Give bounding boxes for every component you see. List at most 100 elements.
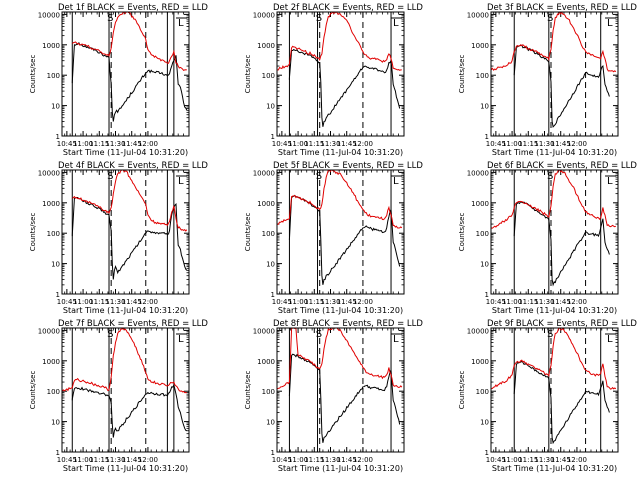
y-axis-label: Counts/sec <box>29 213 37 252</box>
x-tick-label: 11:45 <box>551 298 571 306</box>
detector-panel-7: Det 7f BLACK = Events, RED = LLD 1 10 100 10… <box>29 319 208 473</box>
x-axis-label: Start Time (11-Jul-04 10:31:20) <box>63 306 188 315</box>
x-tick-label: 12:00 <box>138 456 158 464</box>
x-tick-label: 11:45 <box>337 298 357 306</box>
events-series-line <box>71 197 188 280</box>
y-tick-label: 10000 <box>253 327 275 335</box>
x-axis-label: Start Time (11-Jul-04 10:31:20) <box>278 464 403 473</box>
y-tick-label: 1 <box>271 291 275 299</box>
y-tick-label: 10000 <box>467 11 489 19</box>
x-tick-label: 11:30 <box>320 140 340 148</box>
y-tick-label: 1000 <box>42 358 60 366</box>
x-tick-label: 12:00 <box>567 456 587 464</box>
panel-title: Det 6f BLACK = Events, RED = LLD <box>487 161 637 171</box>
lld-series-line <box>71 12 187 72</box>
x-tick-label: 11:30 <box>534 456 554 464</box>
y-tick-label: 10 <box>51 419 60 427</box>
segment-marker-s: S <box>107 13 113 24</box>
y-tick-label: 10000 <box>38 327 60 335</box>
x-tick-label: 11:45 <box>337 140 357 148</box>
segment-marker-s: S <box>107 171 113 182</box>
x-tick-label: 11:15 <box>304 298 324 306</box>
y-axis-label: Counts/sec <box>458 55 466 94</box>
segment-marker-s: S <box>547 329 553 340</box>
y-axis-label: Counts/sec <box>29 55 37 94</box>
x-tick-label: 11:00 <box>288 456 308 464</box>
y-tick-label: 1000 <box>471 358 489 366</box>
y-tick-label: 100 <box>476 388 489 396</box>
y-tick-label: 1000 <box>471 42 489 50</box>
x-tick-label: 12:00 <box>353 298 373 306</box>
x-tick-label: 12:00 <box>138 298 158 306</box>
x-tick-label: 11:45 <box>551 456 571 464</box>
events-series-line <box>513 44 610 128</box>
y-tick-label: 1000 <box>257 42 275 50</box>
events-series-line <box>288 353 401 443</box>
x-tick-label: 11:15 <box>304 140 324 148</box>
y-tick-label: 10 <box>51 103 60 111</box>
segment-marker-l: L <box>607 334 613 345</box>
x-tick-label: 11:30 <box>105 140 125 148</box>
x-tick-label: 11:15 <box>518 140 538 148</box>
lld-series-line <box>491 170 617 229</box>
y-axis-label: Counts/sec <box>29 371 37 410</box>
detector-panel-6: Det 6f BLACK = Events, RED = LLD 1 10 100 10… <box>458 161 637 315</box>
y-tick-label: 10000 <box>38 169 60 177</box>
segment-marker-l: L <box>607 176 613 187</box>
x-tick-label: 11:30 <box>534 140 554 148</box>
panel-title: Det 3f BLACK = Events, RED = LLD <box>487 3 637 13</box>
lld-series-line <box>277 12 402 71</box>
events-series-line <box>71 383 187 438</box>
y-tick-label: 10000 <box>38 11 60 19</box>
segment-marker-s: S <box>547 171 553 182</box>
plot-frame <box>490 11 619 137</box>
y-tick-label: 1 <box>271 449 275 457</box>
y-tick-label: 100 <box>262 388 275 396</box>
y-tick-label: 1 <box>56 133 60 141</box>
x-tick-label: 11:00 <box>288 298 308 306</box>
lld-series-line <box>71 170 188 232</box>
events-series-line <box>513 360 610 445</box>
x-tick-label: 11:45 <box>122 298 142 306</box>
y-tick-label: 1 <box>485 291 489 299</box>
plot-frame <box>490 327 619 453</box>
plot-frame <box>276 327 405 453</box>
x-tick-label: 11:00 <box>502 298 522 306</box>
x-tick-label: 11:45 <box>337 456 357 464</box>
panel-title: Det 1f BLACK = Events, RED = LLD <box>58 3 208 13</box>
plot-frame <box>61 327 190 453</box>
panel-title: Det 7f BLACK = Events, RED = LLD <box>58 319 208 329</box>
x-tick-label: 12:00 <box>567 298 587 306</box>
segment-marker-s: S <box>316 171 322 182</box>
y-tick-label: 10 <box>51 261 60 269</box>
detector-panel-8: Det 8f BLACK = Events, RED = LLD 1 10 100 10… <box>244 319 423 473</box>
y-tick-label: 1000 <box>257 200 275 208</box>
segment-marker-l: L <box>607 18 613 29</box>
x-tick-label: 10:45 <box>486 140 506 148</box>
x-axis-label: Start Time (11-Jul-04 10:31:20) <box>278 306 403 315</box>
x-tick-label: 10:45 <box>272 456 292 464</box>
segment-marker-s: S <box>547 13 553 24</box>
panel-title: Det 2f BLACK = Events, RED = LLD <box>273 3 423 13</box>
panel-title: Det 4f BLACK = Events, RED = LLD <box>58 161 208 171</box>
y-tick-label: 1000 <box>42 42 60 50</box>
x-tick-label: 12:00 <box>567 140 587 148</box>
y-axis-label: Counts/sec <box>458 213 466 252</box>
y-tick-label: 1 <box>485 449 489 457</box>
y-tick-label: 10 <box>480 261 489 269</box>
x-tick-label: 11:30 <box>105 298 125 306</box>
y-axis-label: Counts/sec <box>244 55 252 94</box>
x-tick-label: 11:30 <box>320 298 340 306</box>
y-tick-label: 1 <box>56 291 60 299</box>
detector-panel-1: Det 1f BLACK = Events, RED = LLD 1 10 100 10… <box>29 3 208 157</box>
lld-series-line <box>62 328 187 394</box>
segment-marker-l: L <box>178 334 184 345</box>
segment-marker-l: L <box>393 334 399 345</box>
y-tick-label: 10000 <box>467 169 489 177</box>
